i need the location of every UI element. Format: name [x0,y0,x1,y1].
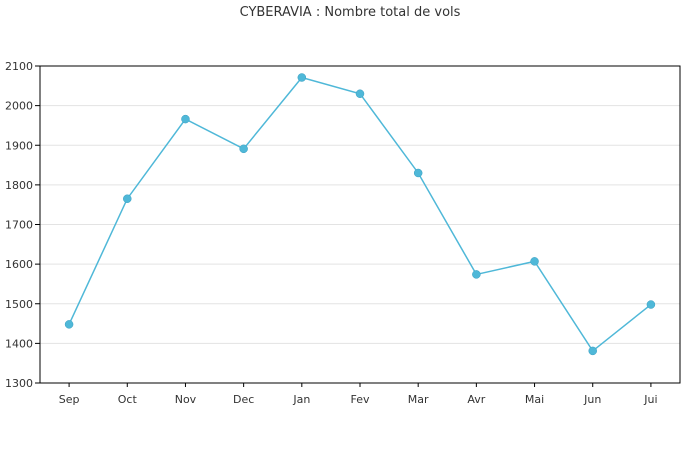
series-layer [64,73,656,356]
y-tick-label: 1700 [5,219,33,232]
x-tick-label: Jui [643,393,657,406]
y-tick-label: 2100 [5,60,33,73]
x-tick-label: Sep [59,393,80,406]
grid-layer [40,105,680,344]
data-point [588,346,597,356]
x-tick-label: Mar [408,393,429,406]
data-point [239,144,248,154]
y-tick-label: 1800 [5,179,33,192]
y-tick-label: 1300 [5,377,33,390]
data-point [64,320,74,329]
y-tick-label: 1500 [5,298,33,311]
y-axis: 1300 1400 1500 1600 1700 1800 1900 2000 2100 [5,60,40,390]
chart-title: CYBERAVIA : Nombre total de vols [239,5,461,20]
x-tick-label: Fev [350,393,369,406]
x-tick-label: Nov [175,393,197,406]
data-point [355,89,365,98]
y-tick-label: 1600 [5,258,33,271]
data-point [530,257,539,266]
data-point [123,194,132,203]
data-point [646,300,656,309]
data-point [297,73,307,82]
data-point [413,168,423,178]
data-point [181,114,190,124]
x-tick-label: Mai [525,393,544,406]
x-tick-label: Oct [118,393,138,406]
x-tick-label: Jun [583,393,601,406]
y-tick-label: 1900 [5,139,33,152]
x-tick-label: Jan [292,393,310,406]
series-line [68,76,652,353]
y-tick-label: 1400 [5,337,33,350]
y-tick-label: 2000 [5,100,33,113]
x-axis: Sep Oct Nov Dec Jan Fev Mar Avr Mai Jun Jui [59,383,658,406]
data-point [472,270,481,279]
x-tick-label: Dec [233,393,254,406]
x-tick-label: Avr [467,393,485,406]
